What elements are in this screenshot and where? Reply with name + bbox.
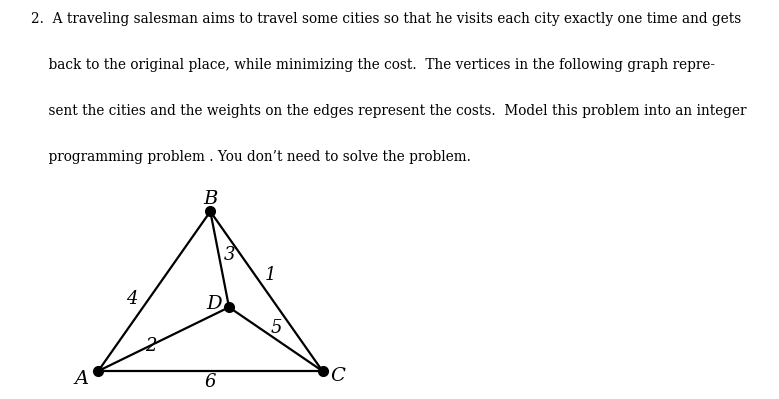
- Text: 2: 2: [145, 336, 157, 355]
- Text: A: A: [74, 370, 88, 388]
- Text: 2.  A traveling salesman aims to travel some cities so that he visits each city : 2. A traveling salesman aims to travel s…: [31, 12, 742, 26]
- Text: programming problem . You don’t need to solve the problem.: programming problem . You don’t need to …: [31, 150, 471, 164]
- Text: 4: 4: [126, 290, 138, 308]
- Text: C: C: [330, 367, 345, 385]
- Text: 1: 1: [265, 265, 277, 284]
- Text: 5: 5: [271, 319, 283, 337]
- Text: 6: 6: [205, 373, 216, 391]
- Text: 3: 3: [224, 245, 236, 264]
- Text: sent the cities and the weights on the edges represent the costs.  Model this pr: sent the cities and the weights on the e…: [31, 104, 746, 118]
- Text: B: B: [203, 190, 217, 208]
- Text: D: D: [206, 295, 222, 313]
- Text: back to the original place, while minimizing the cost.  The vertices in the foll: back to the original place, while minimi…: [31, 58, 715, 72]
